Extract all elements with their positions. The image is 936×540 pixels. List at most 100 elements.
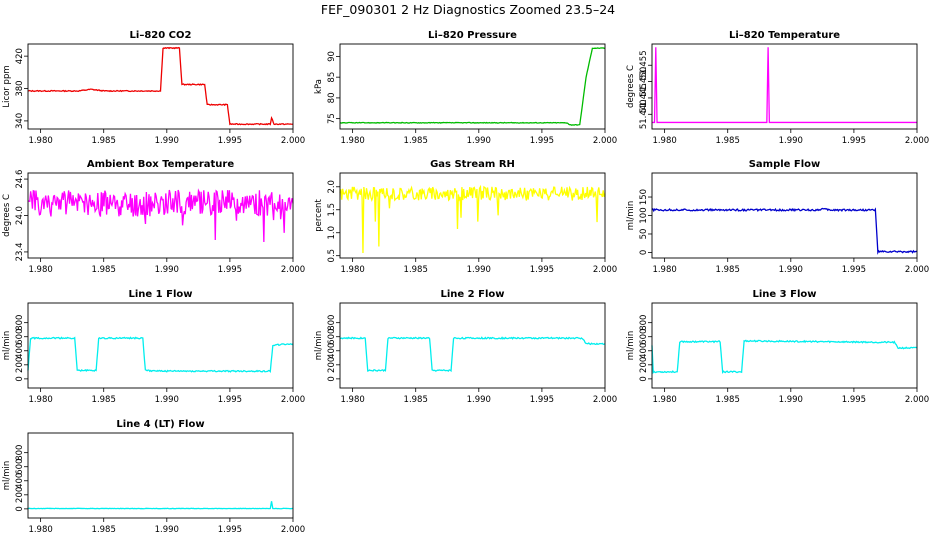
- x-tick-label: 1.995: [218, 265, 242, 275]
- plot-frame: [651, 43, 918, 130]
- series-line: [27, 501, 294, 510]
- panel-title: Line 1 Flow: [129, 289, 193, 300]
- panel-li-820-pressure: Li–820 Pressure 1.980 1.985 1.990 1.995 2.000…: [314, 30, 617, 146]
- y-tick-label: 75: [327, 113, 337, 124]
- plot-frame: [339, 43, 606, 130]
- plot-frame: [27, 432, 294, 519]
- panel-sample-flow: Sample Flow 1.980 1.985 1.990 1.995 2.000 0 50 1…: [626, 159, 929, 275]
- y-tick-label: 600: [15, 329, 25, 345]
- y-tick-label: 800: [15, 445, 25, 461]
- x-tick-label: 1.990: [467, 136, 491, 146]
- x-tick-label: 2.000: [281, 136, 305, 146]
- x-tick-label: 1.985: [92, 265, 116, 275]
- plot-frame: [339, 172, 606, 259]
- x-tick-label: 1.995: [842, 395, 866, 405]
- x-tick-label: 1.995: [218, 395, 242, 405]
- y-tick-label: 400: [327, 343, 337, 359]
- x-tick-label: 1.985: [716, 395, 740, 405]
- x-tick-label: 2.000: [593, 136, 617, 146]
- x-tick-label: 1.980: [340, 395, 364, 405]
- figure-title: FEF_090301 2 Hz Diagnostics Zoomed 23.5–…: [320, 2, 616, 17]
- y-axis-label: ml/min: [626, 331, 636, 361]
- y-axis-label: kPa: [314, 79, 324, 94]
- y-tick-label: 1.0: [327, 226, 337, 240]
- y-tick-label: 0: [327, 376, 337, 381]
- x-tick-label: 1.980: [28, 395, 52, 405]
- x-tick-label: 1.990: [155, 395, 179, 405]
- plot-frame: [27, 43, 294, 130]
- x-tick-label: 2.000: [281, 265, 305, 275]
- y-tick-label: 0.5: [327, 249, 337, 263]
- y-axis-label: ml/min: [2, 331, 12, 361]
- series-line: [27, 188, 294, 242]
- y-tick-label: 85: [327, 72, 337, 83]
- x-tick-label: 1.990: [779, 265, 803, 275]
- x-tick-label: 1.990: [155, 525, 179, 535]
- panel-line-2-flow: Line 2 Flow 1.980 1.985 1.990 1.995 2.000 0 200…: [314, 289, 617, 405]
- x-tick-label: 1.985: [404, 395, 428, 405]
- y-tick-label: 1.5: [327, 203, 337, 217]
- y-tick-label: 800: [15, 315, 25, 331]
- panel-gas-stream-rh: Gas Stream RH 1.980 1.985 1.990 1.995 2.000 0.…: [314, 159, 617, 275]
- y-axis-label: degrees C: [2, 194, 12, 237]
- y-tick-label: 0: [639, 376, 649, 381]
- x-tick-label: 1.985: [92, 525, 116, 535]
- y-tick-label: 600: [327, 329, 337, 345]
- y-tick-label: 200: [327, 357, 337, 373]
- panel-title: Ambient Box Temperature: [87, 159, 234, 170]
- x-tick-label: 1.985: [92, 136, 116, 146]
- x-tick-label: 1.995: [218, 525, 242, 535]
- y-tick-label: 420: [15, 48, 25, 64]
- panel-ambient-box-temperature: Ambient Box Temperature 1.980 1.985 1.990 1.…: [2, 159, 305, 275]
- y-tick-label: 200: [639, 357, 649, 373]
- x-tick-label: 1.985: [404, 136, 428, 146]
- series-line: [339, 47, 606, 126]
- y-tick-label: 400: [15, 343, 25, 359]
- y-tick-label: 400: [15, 473, 25, 489]
- y-axis-label: ml/min: [314, 331, 324, 361]
- x-tick-label: 1.990: [155, 136, 179, 146]
- x-tick-label: 1.985: [92, 395, 116, 405]
- y-axis-label: degrees C: [626, 65, 636, 108]
- x-tick-label: 1.980: [340, 265, 364, 275]
- x-tick-label: 1.995: [530, 136, 554, 146]
- y-tick-label: 380: [15, 80, 25, 96]
- y-tick-label: 24.0: [15, 206, 25, 225]
- panel-line-4-lt-flow: Line 4 (LT) Flow 1.980 1.985 1.990 1.995 2.00…: [2, 419, 305, 535]
- x-tick-label: 2.000: [905, 136, 929, 146]
- series-line: [651, 339, 918, 375]
- y-tick-label: 340: [15, 113, 25, 129]
- y-tick-label: 51.455: [639, 50, 649, 80]
- series-line: [339, 336, 606, 373]
- y-tick-label: 600: [15, 459, 25, 475]
- y-tick-label: 0: [15, 376, 25, 381]
- panel-title: Sample Flow: [749, 159, 821, 170]
- y-tick-label: 0: [15, 506, 25, 511]
- x-tick-label: 1.985: [716, 265, 740, 275]
- y-tick-label: 51.445: [639, 83, 649, 113]
- x-tick-label: 1.990: [467, 265, 491, 275]
- y-tick-label: 50: [639, 229, 649, 240]
- panel-title: Line 3 Flow: [753, 289, 817, 300]
- x-tick-label: 1.995: [218, 136, 242, 146]
- y-tick-label: 800: [327, 315, 337, 331]
- y-tick-label: 24.6: [15, 170, 25, 189]
- x-tick-label: 1.985: [404, 265, 428, 275]
- x-tick-label: 1.980: [652, 395, 676, 405]
- y-tick-label: 51.440: [639, 99, 649, 129]
- y-tick-label: 600: [639, 329, 649, 345]
- plot-frame: [651, 302, 918, 389]
- x-tick-label: 1.995: [842, 265, 866, 275]
- panel-title: Gas Stream RH: [430, 159, 515, 170]
- series-line: [27, 336, 294, 373]
- panel-li-820-temperature: Li–820 Temperature 1.980 1.985 1.990 1.995 2.…: [626, 30, 929, 146]
- x-tick-label: 2.000: [593, 395, 617, 405]
- x-tick-label: 1.990: [155, 265, 179, 275]
- panel-line-3-flow: Line 3 Flow 1.980 1.985 1.990 1.995 2.000 0 200…: [626, 289, 929, 405]
- y-axis-label: Licor ppm: [2, 65, 12, 107]
- panel-li-820-co2: Li–820 CO2 1.980 1.985 1.990 1.995 2.000 340 38…: [2, 30, 305, 146]
- y-axis-label: ml/min: [626, 201, 636, 231]
- plot-frame: [339, 302, 606, 389]
- y-tick-label: 200: [15, 487, 25, 503]
